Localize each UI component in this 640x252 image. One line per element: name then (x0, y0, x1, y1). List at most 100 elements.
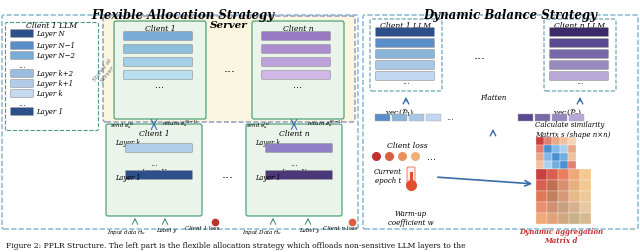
Bar (536, 191, 547, 202)
Bar (552, 161, 560, 169)
Bar (569, 202, 580, 213)
FancyBboxPatch shape (550, 50, 608, 59)
Bar (558, 191, 569, 202)
Bar (536, 161, 544, 169)
Text: Current
epoch t: Current epoch t (374, 167, 402, 184)
FancyBboxPatch shape (550, 28, 608, 37)
Bar (410, 172, 413, 182)
Text: Stored at
Server: Stored at Server (92, 57, 118, 86)
Bar (536, 169, 544, 177)
Bar (552, 137, 560, 145)
Text: Client 1: Client 1 (139, 130, 170, 137)
FancyBboxPatch shape (124, 71, 192, 80)
Text: Client 1 loss: Client 1 loss (185, 225, 220, 230)
Text: Flexible Allocation Strategy: Flexible Allocation Strategy (92, 9, 275, 22)
Text: return $e_u^{(N-1)}$: return $e_u^{(N-1)}$ (162, 118, 198, 129)
Text: Layer N−1: Layer N−1 (36, 42, 75, 50)
FancyBboxPatch shape (262, 71, 330, 80)
Text: Calculate similarity
Matrix s (shape n×n): Calculate similarity Matrix s (shape n×n… (535, 121, 611, 138)
Text: Layer k: Layer k (36, 90, 63, 98)
Bar (569, 180, 580, 191)
Bar (569, 115, 584, 121)
FancyBboxPatch shape (266, 171, 332, 180)
Bar (547, 169, 558, 180)
Bar (568, 153, 576, 161)
Bar (560, 153, 568, 161)
Bar (552, 115, 567, 121)
FancyBboxPatch shape (125, 171, 192, 180)
Bar (547, 213, 558, 224)
Bar (560, 137, 568, 145)
Bar (580, 191, 591, 202)
Text: Dynamic Balance Strategy: Dynamic Balance Strategy (423, 9, 597, 22)
Text: Client 1: Client 1 (145, 25, 175, 33)
Bar (558, 202, 569, 213)
FancyBboxPatch shape (262, 58, 330, 67)
Bar (580, 169, 591, 180)
Text: Label y: Label y (299, 227, 319, 232)
Bar (552, 169, 560, 177)
Bar (547, 180, 558, 191)
Text: ...: ... (156, 80, 164, 90)
Text: Figure 2: PPLR Structure. The left part is the flexible allocation strategy whic: Figure 2: PPLR Structure. The left part … (6, 241, 466, 249)
Text: Layer 1: Layer 1 (115, 173, 141, 181)
FancyBboxPatch shape (252, 22, 344, 119)
Text: Server: Server (210, 21, 248, 30)
Bar (409, 115, 424, 121)
Text: send $e_u^{(k)}$: send $e_u^{(k)}$ (110, 120, 134, 131)
FancyBboxPatch shape (407, 167, 415, 185)
FancyBboxPatch shape (376, 28, 435, 37)
Text: ...: ... (224, 61, 236, 74)
Bar (547, 191, 558, 202)
Bar (580, 202, 591, 213)
Text: Layer k: Layer k (115, 138, 140, 146)
Bar (552, 153, 560, 161)
FancyBboxPatch shape (11, 90, 33, 98)
Text: ...: ... (222, 168, 234, 181)
Bar (544, 153, 552, 161)
Text: Layer N−2: Layer N−2 (36, 52, 75, 60)
Text: ...: ... (290, 159, 298, 168)
Bar (568, 145, 576, 153)
Text: ...: ... (150, 159, 158, 168)
Text: Flatten: Flatten (480, 94, 506, 102)
FancyBboxPatch shape (103, 17, 355, 122)
Bar (552, 145, 560, 153)
Bar (536, 153, 544, 161)
FancyBboxPatch shape (125, 144, 192, 153)
Text: Client 1 LLM: Client 1 LLM (26, 22, 77, 30)
FancyBboxPatch shape (550, 72, 608, 81)
FancyBboxPatch shape (550, 40, 608, 48)
Bar (560, 161, 568, 169)
Bar (536, 202, 547, 213)
FancyBboxPatch shape (376, 61, 435, 70)
Text: Input Data $H_u$: Input Data $H_u$ (242, 227, 282, 236)
Bar (392, 115, 407, 121)
FancyBboxPatch shape (246, 124, 342, 216)
Bar (544, 145, 552, 153)
Text: ...: ... (474, 48, 486, 61)
FancyBboxPatch shape (106, 124, 202, 216)
FancyBboxPatch shape (11, 52, 33, 60)
Text: Client loss: Client loss (387, 141, 428, 149)
Bar (547, 202, 558, 213)
Bar (375, 115, 390, 121)
Text: Layer N: Layer N (281, 169, 307, 174)
Bar (580, 180, 591, 191)
Bar (536, 137, 544, 145)
Bar (558, 169, 569, 180)
Bar (569, 169, 580, 180)
Text: return $e_u^{(N-1)}$: return $e_u^{(N-1)}$ (307, 118, 343, 129)
FancyBboxPatch shape (11, 43, 33, 50)
Bar (569, 191, 580, 202)
Text: vec($\mathcal{P}_n$): vec($\mathcal{P}_n$) (553, 106, 582, 117)
FancyBboxPatch shape (376, 50, 435, 59)
Text: Client n loss: Client n loss (323, 225, 358, 230)
Text: Warm-up
coefficient w: Warm-up coefficient w (388, 209, 434, 226)
FancyBboxPatch shape (262, 33, 330, 41)
FancyBboxPatch shape (11, 80, 33, 88)
FancyBboxPatch shape (376, 40, 435, 48)
Bar (558, 180, 569, 191)
FancyBboxPatch shape (11, 108, 33, 116)
Bar (558, 213, 569, 224)
